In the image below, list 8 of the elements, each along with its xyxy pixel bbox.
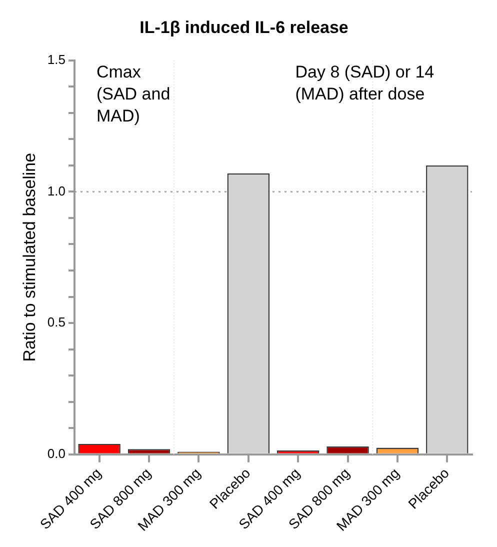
y-tick-label: 0.5: [47, 314, 66, 330]
annotation: Day 8 (SAD) or 14 (MAD) after dose: [295, 62, 434, 104]
y-tick-label: 1.5: [47, 52, 66, 67]
annotation: Cmax (SAD and MAD): [96, 62, 170, 126]
y-tick-label: 1.0: [47, 183, 66, 198]
y-axis-title: Ratio to stimulated baseline: [20, 152, 39, 362]
chart-title: IL-1β induced IL-6 release: [140, 18, 348, 37]
y-tick-label: 0.0: [47, 446, 66, 461]
